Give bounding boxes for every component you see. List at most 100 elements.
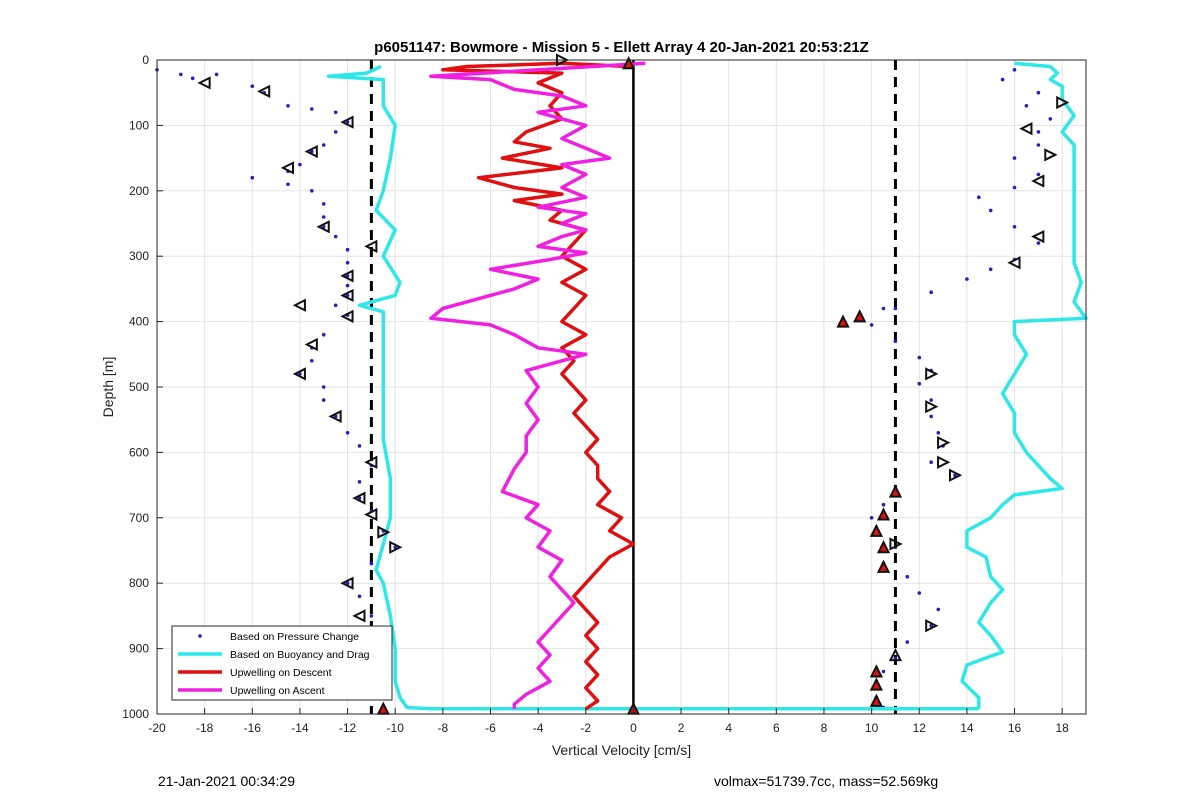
left-triangle-marker bbox=[364, 239, 378, 254]
pressure-point bbox=[1036, 130, 1041, 134]
pressure-point bbox=[917, 355, 922, 360]
pressure-point bbox=[190, 76, 195, 81]
series-layer bbox=[155, 61, 1088, 711]
pressure-point bbox=[345, 581, 350, 585]
x-tick-label: 12 bbox=[913, 721, 927, 735]
legend-label: Upwelling on Ascent bbox=[230, 685, 325, 697]
pressure-point bbox=[1012, 225, 1017, 229]
x-tick-label: -14 bbox=[291, 721, 309, 735]
pressure-point bbox=[298, 372, 302, 376]
pressure-point bbox=[917, 591, 922, 595]
pressure-point bbox=[988, 267, 993, 272]
pressure-point bbox=[345, 274, 350, 278]
x-tick-label: -18 bbox=[196, 721, 214, 735]
x-tick-label: 14 bbox=[960, 721, 974, 735]
left-triangle-marker bbox=[1031, 174, 1045, 188]
pressure-point bbox=[1036, 143, 1041, 147]
x-tick-label: -20 bbox=[148, 721, 166, 735]
red-triangle-marker bbox=[876, 559, 891, 573]
red-triangle-marker bbox=[869, 664, 883, 678]
x-axis-label: Vertical Velocity [cm/s] bbox=[552, 742, 691, 758]
pressure-point bbox=[345, 431, 350, 435]
pressure-point bbox=[357, 480, 362, 484]
left-triangle-marker bbox=[364, 455, 378, 469]
left-triangle-marker bbox=[364, 507, 378, 522]
pressure-point bbox=[214, 72, 219, 77]
right-triangle-marker bbox=[1056, 95, 1070, 110]
y-tick-label: 700 bbox=[129, 511, 149, 525]
pressure-point bbox=[321, 332, 326, 337]
up-triangle-marker bbox=[888, 647, 903, 662]
pressure-point bbox=[369, 614, 374, 618]
red-triangle-marker bbox=[888, 484, 903, 498]
x-tick-label: 4 bbox=[725, 721, 732, 735]
pressure-point bbox=[333, 303, 338, 308]
y-tick-label: 0 bbox=[142, 53, 149, 67]
left-triangle-marker bbox=[197, 76, 211, 90]
pressure-point bbox=[929, 398, 933, 402]
right-triangle-marker bbox=[1044, 148, 1058, 162]
pressure-point bbox=[936, 431, 941, 435]
pressure-point bbox=[929, 414, 933, 419]
left-triangle-marker bbox=[340, 288, 354, 303]
footer-timestamp: 21-Jan-2021 00:34:29 bbox=[158, 773, 295, 789]
legend-swatch-point bbox=[198, 634, 202, 638]
left-triangle-marker bbox=[1007, 256, 1021, 270]
pressure-point bbox=[1036, 90, 1041, 95]
x-tick-label: 16 bbox=[1008, 721, 1022, 735]
pressure-point bbox=[345, 247, 350, 252]
series-line-1 bbox=[326, 64, 979, 711]
x-tick-label: 0 bbox=[630, 721, 637, 735]
pressure-point bbox=[953, 473, 957, 478]
red-triangle-marker bbox=[869, 677, 883, 691]
pressure-point bbox=[893, 339, 898, 344]
pressure-point bbox=[310, 359, 314, 363]
pressure-point bbox=[905, 574, 910, 579]
series-line-3 bbox=[429, 61, 646, 709]
pressure-point bbox=[321, 398, 326, 402]
y-tick-label: 300 bbox=[129, 249, 149, 263]
y-tick-label: 200 bbox=[129, 184, 149, 198]
pressure-point bbox=[977, 195, 981, 200]
pressure-point bbox=[393, 545, 398, 549]
pressure-point bbox=[345, 260, 350, 265]
left-triangle-marker bbox=[340, 576, 354, 590]
left-triangle-marker bbox=[340, 115, 354, 129]
pressure-point bbox=[1036, 172, 1041, 177]
right-triangle-marker bbox=[948, 468, 963, 482]
left-triangle-marker bbox=[340, 309, 354, 323]
left-triangle-marker bbox=[352, 491, 366, 505]
pressure-point bbox=[1000, 77, 1005, 82]
legend: Based on Pressure Change Based on Buoyanc… bbox=[171, 625, 393, 701]
y-tick-label: 600 bbox=[129, 445, 149, 459]
x-tick-label: -2 bbox=[580, 721, 591, 735]
x-tick-label: -16 bbox=[244, 721, 262, 735]
pressure-point bbox=[250, 175, 255, 180]
pressure-point bbox=[1012, 156, 1017, 160]
pressure-point bbox=[357, 594, 362, 599]
left-triangle-marker bbox=[304, 144, 318, 159]
x-tick-label: 18 bbox=[1055, 721, 1069, 735]
x-tick-label: 2 bbox=[678, 721, 685, 735]
y-tick-label: 400 bbox=[129, 315, 149, 329]
pressure-point bbox=[893, 306, 898, 311]
red-triangle-marker bbox=[876, 539, 891, 554]
pressure-point bbox=[310, 107, 314, 111]
pressure-point bbox=[965, 277, 969, 281]
pressure-point bbox=[1012, 185, 1017, 190]
legend-box bbox=[171, 625, 393, 701]
series-line-2 bbox=[441, 61, 636, 711]
x-tick-label: -8 bbox=[438, 721, 449, 735]
right-triangle-marker bbox=[925, 619, 939, 633]
pressure-point bbox=[988, 208, 993, 213]
pressure-point bbox=[286, 182, 290, 187]
left-triangle-marker bbox=[292, 298, 306, 312]
pressure-point bbox=[905, 640, 910, 644]
pressure-point bbox=[357, 496, 362, 501]
pressure-point bbox=[250, 84, 255, 88]
pressure-point bbox=[1036, 241, 1041, 245]
legend-label: Based on Pressure Change bbox=[230, 631, 359, 643]
legend-label: Upwelling on Descent bbox=[230, 667, 332, 679]
pressure-point bbox=[321, 385, 326, 389]
